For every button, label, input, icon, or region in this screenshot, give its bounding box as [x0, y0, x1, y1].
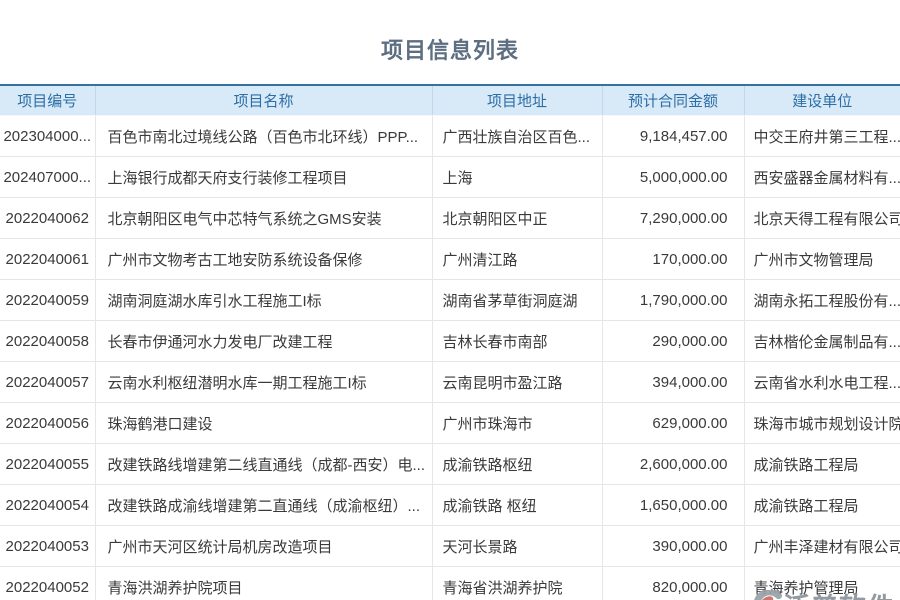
- project-name-cell: 湖南洞庭湖水库引水工程施工I标: [95, 279, 433, 321]
- build-unit-cell: 北京天得工程有限公司: [744, 197, 900, 239]
- contract-amount-cell: 390,000.00: [602, 525, 745, 567]
- contract-amount-cell: 820,000.00: [602, 566, 745, 600]
- project-name-cell: 改建铁路线增建第二线直通线（成都-西安）电...: [95, 443, 433, 485]
- table-row[interactable]: 202407000... 上海银行成都天府支行装修工程项目 上海 5,000,0…: [0, 156, 900, 198]
- project-name-cell: 北京朝阳区电气中芯特气系统之GMS安装: [95, 197, 433, 239]
- table-row[interactable]: 2022040058 长春市伊通河水力发电厂改建工程 吉林长春市南部 290,0…: [0, 320, 900, 362]
- table-row[interactable]: 2022040057 云南水利枢纽潜明水库一期工程施工I标 云南昆明市盈江路 3…: [0, 361, 900, 403]
- project-id-cell: 2022040062: [0, 197, 96, 239]
- column-header-project-address: 项目地址: [432, 85, 603, 116]
- project-id-cell: 2022040053: [0, 525, 96, 567]
- project-name-cell: 广州市文物考古工地安防系统设备保修: [95, 238, 433, 280]
- contract-amount-cell: 1,650,000.00: [602, 484, 745, 526]
- project-id-cell: 2022040059: [0, 279, 96, 321]
- project-name-cell: 广州市天河区统计局机房改造项目: [95, 525, 433, 567]
- build-unit-cell: 成渝铁路工程局: [744, 484, 900, 526]
- contract-amount-cell: 7,290,000.00: [602, 197, 745, 239]
- project-address-cell: 上海: [432, 156, 603, 198]
- project-address-cell: 云南昆明市盈江路: [432, 361, 603, 403]
- contract-amount-cell: 5,000,000.00: [602, 156, 745, 198]
- project-id-cell: 2022040056: [0, 402, 96, 444]
- project-name-cell: 上海银行成都天府支行装修工程项目: [95, 156, 433, 198]
- build-unit-cell: 吉林楷伦金属制品有...: [744, 320, 900, 362]
- project-address-cell: 成渝铁路枢纽: [432, 443, 603, 485]
- column-header-project-id: 项目编号: [0, 85, 96, 116]
- table-row[interactable]: 2022040059 湖南洞庭湖水库引水工程施工I标 湖南省茅草街洞庭湖 1,7…: [0, 279, 900, 321]
- build-unit-cell: 广州丰泽建材有限公司: [744, 525, 900, 567]
- column-header-contract-amount: 预计合同金额: [602, 85, 745, 116]
- contract-amount-cell: 629,000.00: [602, 402, 745, 444]
- project-name-cell: 青海洪湖养护院项目: [95, 566, 433, 600]
- contract-amount-cell: 9,184,457.00: [602, 115, 745, 157]
- table-row[interactable]: 2022040053 广州市天河区统计局机房改造项目 天河长景路 390,000…: [0, 525, 900, 567]
- build-unit-cell: 广州市文物管理局: [744, 238, 900, 280]
- contract-amount-cell: 2,600,000.00: [602, 443, 745, 485]
- build-unit-cell: 珠海市城市规划设计院: [744, 402, 900, 444]
- build-unit-cell: 湖南永拓工程股份有...: [744, 279, 900, 321]
- build-unit-cell: 云南省水利水电工程...: [744, 361, 900, 403]
- table-row[interactable]: 2022040055 改建铁路线增建第二线直通线（成都-西安）电... 成渝铁路…: [0, 443, 900, 485]
- project-id-cell: 2022040058: [0, 320, 96, 362]
- table-row[interactable]: 202304000... 百色市南北过境线公路（百色市北环线）PPP... 广西…: [0, 115, 900, 157]
- table-row[interactable]: 2022040061 广州市文物考古工地安防系统设备保修 广州清江路 170,0…: [0, 238, 900, 280]
- project-address-cell: 吉林长春市南部: [432, 320, 603, 362]
- build-unit-cell: 西安盛器金属材料有...: [744, 156, 900, 198]
- project-id-cell: 2022040052: [0, 566, 96, 600]
- table-row[interactable]: 2022040056 珠海鹤港口建设 广州市珠海市 629,000.00 珠海市…: [0, 402, 900, 444]
- project-id-cell: 2022040054: [0, 484, 96, 526]
- project-id-cell: 2022040057: [0, 361, 96, 403]
- project-address-cell: 广西壮族自治区百色...: [432, 115, 603, 157]
- contract-amount-cell: 290,000.00: [602, 320, 745, 362]
- contract-amount-cell: 170,000.00: [602, 238, 745, 280]
- project-name-cell: 百色市南北过境线公路（百色市北环线）PPP...: [95, 115, 433, 157]
- project-id-cell: 202304000...: [0, 115, 96, 157]
- project-list-table: 项目编号 项目名称 项目地址 预计合同金额 建设单位 202304000... …: [0, 84, 900, 600]
- project-address-cell: 湖南省茅草街洞庭湖: [432, 279, 603, 321]
- project-id-cell: 2022040061: [0, 238, 96, 280]
- table-body: 202304000... 百色市南北过境线公路（百色市北环线）PPP... 广西…: [0, 115, 900, 600]
- build-unit-cell: 中交王府井第三工程...: [744, 115, 900, 157]
- project-id-cell: 2022040055: [0, 443, 96, 485]
- contract-amount-cell: 394,000.00: [602, 361, 745, 403]
- project-address-cell: 北京朝阳区中正: [432, 197, 603, 239]
- project-name-cell: 云南水利枢纽潜明水库一期工程施工I标: [95, 361, 433, 403]
- project-address-cell: 青海省洪湖养护院: [432, 566, 603, 600]
- project-name-cell: 改建铁路成渝线增建第二直通线（成渝枢纽）...: [95, 484, 433, 526]
- project-address-cell: 天河长景路: [432, 525, 603, 567]
- contract-amount-cell: 1,790,000.00: [602, 279, 745, 321]
- build-unit-cell: 青海养护管理局: [744, 566, 900, 600]
- table-row[interactable]: 2022040054 改建铁路成渝线增建第二直通线（成渝枢纽）... 成渝铁路 …: [0, 484, 900, 526]
- project-address-cell: 广州市珠海市: [432, 402, 603, 444]
- project-name-cell: 珠海鹤港口建设: [95, 402, 433, 444]
- table-row[interactable]: 2022040062 北京朝阳区电气中芯特气系统之GMS安装 北京朝阳区中正 7…: [0, 197, 900, 239]
- page-title: 项目信息列表: [380, 38, 519, 63]
- table-header: 项目编号 项目名称 项目地址 预计合同金额 建设单位: [0, 85, 900, 116]
- project-name-cell: 长春市伊通河水力发电厂改建工程: [95, 320, 433, 362]
- column-header-build-unit: 建设单位: [744, 85, 900, 116]
- project-address-cell: 成渝铁路 枢纽: [432, 484, 603, 526]
- build-unit-cell: 成渝铁路工程局: [744, 443, 900, 485]
- table-row[interactable]: 2022040052 青海洪湖养护院项目 青海省洪湖养护院 820,000.00…: [0, 566, 900, 600]
- project-address-cell: 广州清江路: [432, 238, 603, 280]
- column-header-project-name: 项目名称: [95, 85, 433, 116]
- project-id-cell: 202407000...: [0, 156, 96, 198]
